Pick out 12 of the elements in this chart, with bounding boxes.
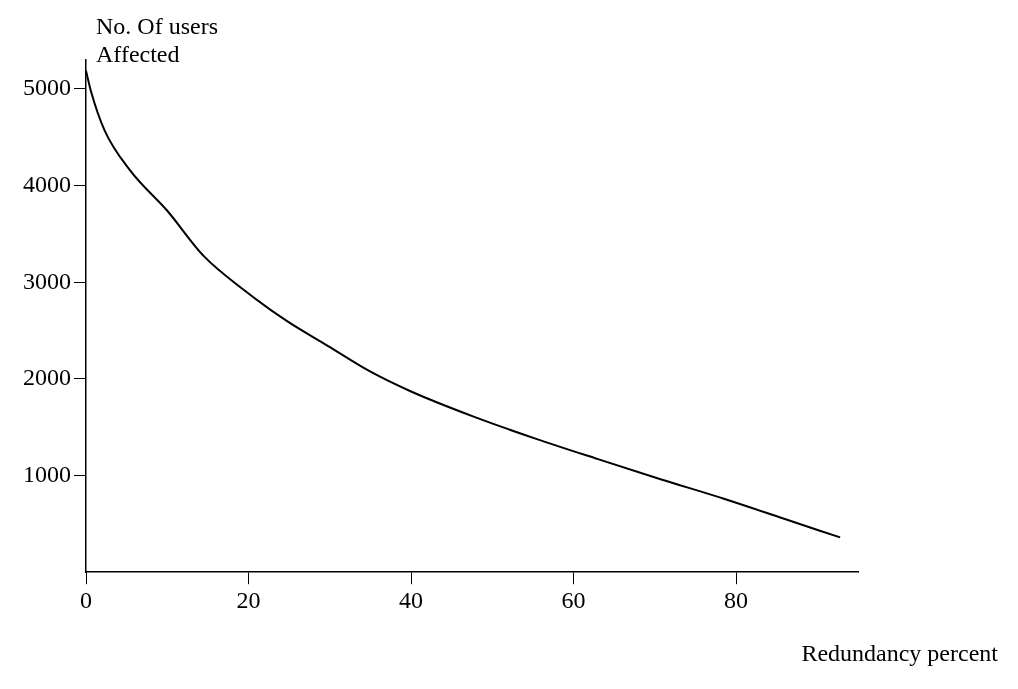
x-tick-label: 0 — [80, 586, 92, 613]
x-tick-label: 80 — [724, 586, 749, 613]
x-tick-label: 40 — [399, 586, 424, 613]
y-tick-label: 5000 — [23, 74, 71, 101]
x-tick-label: 20 — [236, 586, 261, 613]
y-axis-title: No. Of users Affected — [96, 12, 219, 68]
y-tick-label: 2000 — [23, 364, 71, 391]
y-tick-label: 3000 — [23, 267, 71, 294]
y-tick-label: 1000 — [23, 460, 71, 487]
x-tick-label: 60 — [561, 586, 586, 613]
x-axis-title: Redundancy percent — [801, 640, 998, 667]
y-tick-label: 4000 — [23, 170, 71, 197]
